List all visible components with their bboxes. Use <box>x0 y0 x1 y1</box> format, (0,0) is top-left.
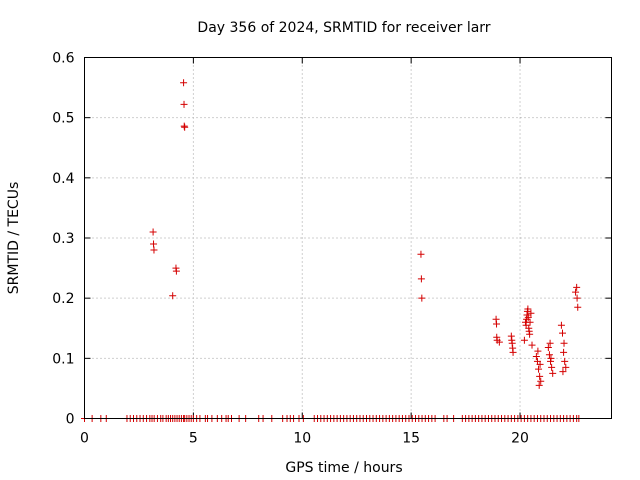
data-point <box>545 351 553 359</box>
grid-lines <box>84 57 612 419</box>
data-point <box>573 283 581 291</box>
data-point <box>180 79 188 87</box>
x-tick-label: 10 <box>293 431 311 447</box>
y-tick-label: 0.4 <box>52 171 74 187</box>
data-point <box>562 363 570 371</box>
data-point <box>526 318 534 326</box>
data-point <box>418 294 426 302</box>
data-point <box>546 339 554 347</box>
data-point <box>150 240 158 248</box>
y-tick-label: 0.1 <box>52 351 74 367</box>
data-point <box>535 381 543 389</box>
data-point <box>547 354 555 362</box>
data-point <box>528 341 536 349</box>
x-tick-label: 15 <box>402 431 420 447</box>
data-point <box>149 228 157 236</box>
x-axis-label: GPS time / hours <box>285 460 402 476</box>
data-point <box>544 344 552 352</box>
data-point <box>559 329 567 337</box>
x-tick-label: 20 <box>511 431 529 447</box>
y-tick-label: 0.5 <box>52 111 74 127</box>
y-tick-label: 0.2 <box>52 291 74 307</box>
y-tick-label: 0.6 <box>52 51 74 67</box>
data-point <box>172 267 180 275</box>
plot-frame <box>84 57 612 419</box>
data-point <box>536 360 544 368</box>
data-point <box>417 250 425 258</box>
data-point <box>560 348 568 356</box>
y-axis-label: SRMTID / TECUs <box>6 182 22 295</box>
y-tick-label: 0 <box>66 412 75 428</box>
data-point <box>573 294 581 302</box>
data-point <box>150 246 158 254</box>
data-point <box>180 100 188 108</box>
data-point <box>559 368 567 376</box>
chart-title: Day 356 of 2024, SRMTID for receiver lar… <box>197 20 490 36</box>
data-point <box>560 339 568 347</box>
data-point <box>535 365 543 373</box>
data-point <box>536 372 544 380</box>
x-tick-label: 5 <box>189 431 198 447</box>
y-tick-labels: 0 0.1 0.2 0.3 0.4 0.5 0.6 <box>52 51 74 428</box>
data-point <box>557 321 565 329</box>
x-tick-labels: 0 5 10 15 20 <box>80 431 529 447</box>
data-point <box>527 309 535 317</box>
data-point <box>532 353 540 361</box>
data-point <box>572 288 580 296</box>
data-point <box>495 338 503 346</box>
data-point <box>549 369 557 377</box>
data-point <box>493 320 501 328</box>
data-point <box>537 377 545 385</box>
data-point <box>417 275 425 283</box>
data-point <box>574 303 582 311</box>
data-point <box>548 363 556 371</box>
data-point <box>524 313 532 321</box>
data-point <box>524 305 532 313</box>
data-point <box>509 348 517 356</box>
data-point <box>526 330 534 338</box>
data-point <box>534 347 542 355</box>
data-point <box>169 292 177 300</box>
data-point <box>181 123 189 131</box>
y-tick-label: 0.3 <box>52 231 74 247</box>
data-point <box>561 357 569 365</box>
data-point <box>520 336 528 344</box>
x-tick-label: 0 <box>80 431 89 447</box>
